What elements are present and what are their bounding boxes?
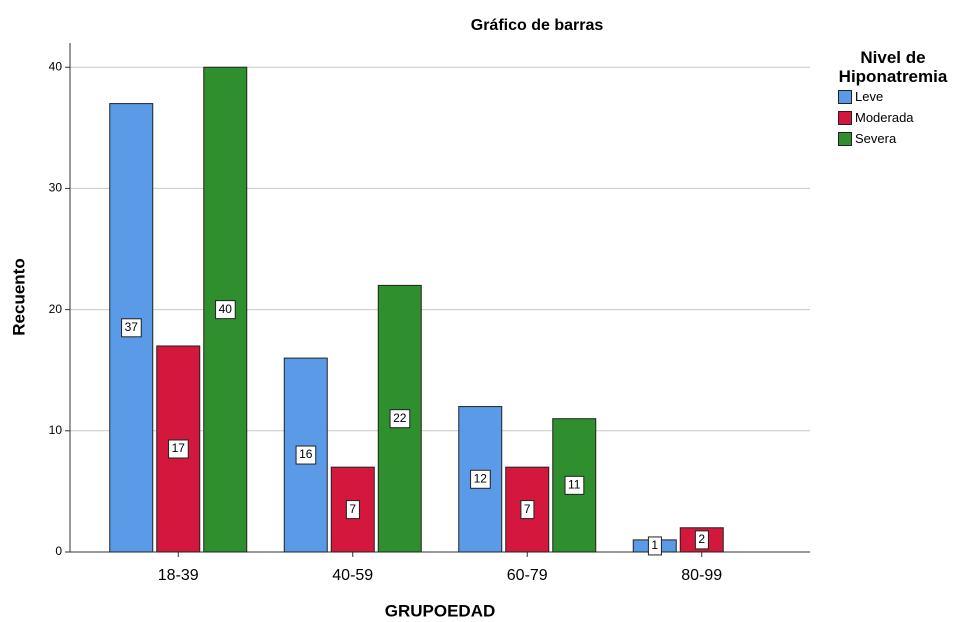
value-label: 12 xyxy=(470,469,491,489)
legend-label: Moderada xyxy=(855,110,914,125)
y-tick-label: 10 xyxy=(49,423,63,437)
value-label: 16 xyxy=(295,445,317,465)
value-label: 7 xyxy=(345,500,360,520)
legend-label: Severa xyxy=(855,131,897,146)
value-label: 1 xyxy=(647,536,662,556)
value-label-box xyxy=(215,300,236,320)
value-label: 17 xyxy=(168,439,189,459)
value-label-box xyxy=(694,530,709,550)
value-label-text: 7 xyxy=(349,502,356,516)
y-tick-label: 0 xyxy=(55,544,62,558)
value-label-box xyxy=(520,500,535,520)
value-label: 7 xyxy=(520,500,535,520)
x-tick-label: 60-79 xyxy=(507,567,548,584)
legend-item: Leve xyxy=(838,86,954,107)
value-label-box xyxy=(168,439,189,459)
value-label-box xyxy=(647,536,662,556)
value-label-text: 12 xyxy=(474,471,488,485)
value-label-box xyxy=(389,409,411,429)
value-label: 40 xyxy=(215,300,236,320)
value-label-text: 7 xyxy=(524,502,531,516)
value-label: 11 xyxy=(564,475,585,495)
value-label-text: 40 xyxy=(219,302,233,316)
value-label: 2 xyxy=(694,530,709,550)
legend-label: Leve xyxy=(855,89,884,104)
y-tick-label: 40 xyxy=(49,59,63,73)
chart-title: Gráfico de barras xyxy=(471,17,604,34)
legend-swatch xyxy=(838,89,852,104)
value-label-text: 11 xyxy=(568,478,581,492)
x-tick-label: 40-59 xyxy=(332,567,373,584)
legend-swatch xyxy=(838,131,852,146)
value-label-text: 1 xyxy=(651,538,658,552)
value-label-text: 16 xyxy=(299,447,313,461)
value-label: 22 xyxy=(389,409,411,429)
legend-title: Nivel de Hiponatremia xyxy=(838,48,948,86)
y-axis-label: Recuento xyxy=(9,258,28,335)
value-label-box xyxy=(121,318,142,338)
value-label-text: 37 xyxy=(125,320,139,334)
x-axis-label: GRUPOEDAD xyxy=(385,601,496,620)
y-tick-label: 30 xyxy=(49,181,63,195)
value-label-box xyxy=(564,475,585,495)
value-label-text: 22 xyxy=(393,411,407,425)
value-label-box xyxy=(345,500,360,520)
value-label-text: 17 xyxy=(172,441,186,455)
legend-item: Severa xyxy=(838,128,954,149)
y-tick-label: 20 xyxy=(49,302,63,316)
value-label-box xyxy=(295,445,317,465)
legend-item: Moderada xyxy=(838,107,954,128)
value-label: 37 xyxy=(121,318,142,338)
x-tick-label: 80-99 xyxy=(681,567,722,584)
value-label-box xyxy=(470,469,491,489)
legend-swatch xyxy=(838,110,852,125)
value-label-text: 2 xyxy=(698,532,705,546)
legend: Nivel de Hiponatremia Leve Moderada Severa xyxy=(832,48,954,149)
x-tick-label: 18-39 xyxy=(158,567,199,584)
